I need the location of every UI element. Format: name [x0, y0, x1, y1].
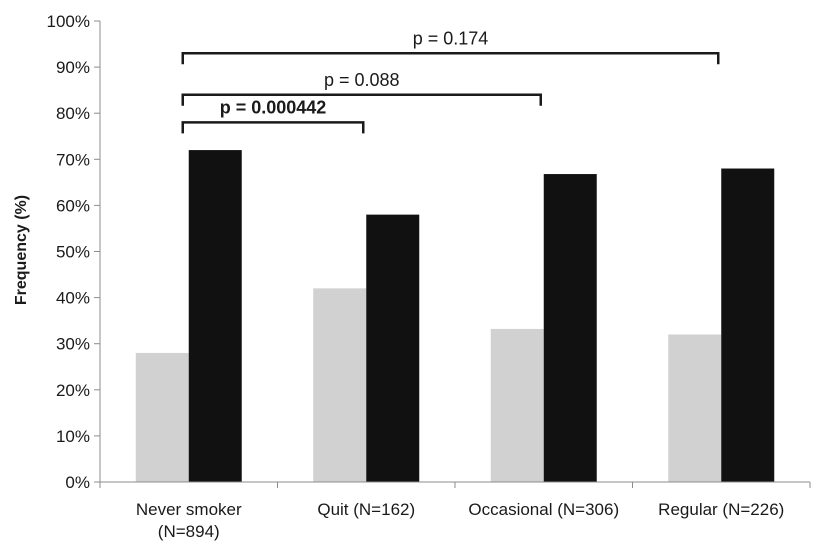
significance-bracket — [181, 93, 542, 106]
bar-series1-cat3 — [490, 328, 544, 482]
x-category-label: Quit (N=162) — [317, 500, 415, 519]
significance-annotations: p = 0.000442 p = 0.088 p = 0.174 — [181, 28, 720, 134]
bar-series1-cat4 — [668, 334, 722, 482]
y-tick-label: 0% — [65, 473, 90, 492]
y-tick-label: 30% — [56, 335, 90, 354]
y-tick-label: 70% — [56, 150, 90, 169]
bar-series2-cat4 — [721, 168, 775, 482]
y-axis: 0% 10% 20% 30% 40% 50% 60% 70% 80% 90% 100% — [47, 12, 101, 492]
bar-series1-cat1 — [135, 352, 189, 482]
x-axis: Never smoker (N=894) Quit (N=162) Occasiona… — [99, 481, 811, 541]
x-category-label: Never smoker (N=894) — [136, 500, 242, 541]
bar-series1-cat2 — [313, 288, 367, 482]
x-category-label: Occasional (N=306) — [468, 500, 619, 519]
p-value-label: p = 0.174 — [413, 28, 489, 48]
bars-group — [135, 150, 775, 482]
p-value-label: p = 0.000442 — [220, 97, 327, 117]
y-tick-label: 90% — [56, 58, 90, 77]
y-tick-label: 60% — [56, 196, 90, 215]
p-value-label: p = 0.088 — [324, 70, 400, 90]
significance-bracket — [181, 121, 365, 134]
bar-series2-cat1 — [188, 150, 242, 482]
bar-series2-cat2 — [366, 214, 420, 482]
y-tick-label: 80% — [56, 104, 90, 123]
y-tick-label: 50% — [56, 243, 90, 262]
y-tick-label: 20% — [56, 381, 90, 400]
y-tick-label: 40% — [56, 289, 90, 308]
significance-bracket — [181, 52, 720, 65]
y-tick-label: 100% — [47, 12, 90, 31]
y-axis-label: Frequency (%) — [13, 195, 30, 305]
x-category-label: Regular (N=226) — [658, 500, 784, 519]
bar-series2-cat3 — [543, 174, 597, 482]
y-tick-label: 10% — [56, 427, 90, 446]
